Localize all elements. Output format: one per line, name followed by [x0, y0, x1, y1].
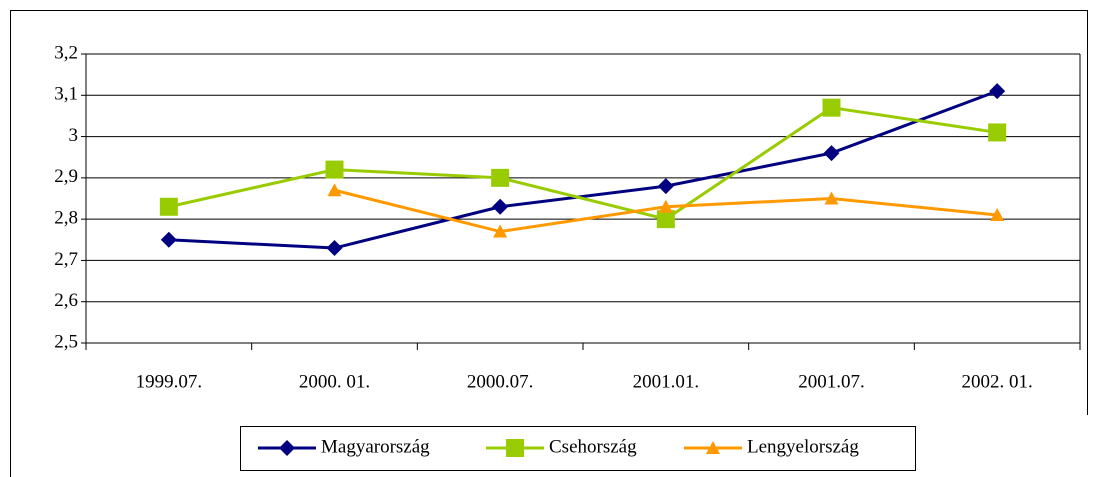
- marker: [491, 168, 510, 187]
- marker: [990, 208, 1005, 222]
- marker: [656, 210, 675, 229]
- marker: [492, 198, 509, 215]
- series-line: [168, 89, 998, 250]
- legend-box: [240, 426, 916, 471]
- marker: [657, 178, 674, 195]
- marker: [493, 224, 508, 238]
- marker: [658, 199, 673, 213]
- x-tick-label: 2002. 01.: [962, 371, 1033, 392]
- y-tick-label: 2,9: [54, 166, 78, 187]
- marker: [159, 197, 178, 216]
- marker: [824, 191, 839, 205]
- marker: [506, 439, 524, 457]
- y-tick-label: 3,1: [54, 84, 78, 105]
- marker: [823, 145, 840, 162]
- chart-frame: [10, 10, 1088, 477]
- marker: [160, 231, 177, 248]
- y-tick-label: 3: [69, 125, 79, 146]
- marker: [989, 83, 1006, 100]
- marker: [327, 183, 342, 197]
- legend-label: Magyarország: [321, 436, 430, 457]
- legend-label: Lengyelország: [747, 436, 859, 457]
- marker: [988, 123, 1007, 142]
- y-tick-label: 3,2: [54, 42, 78, 63]
- y-tick-label: 2,8: [54, 208, 78, 229]
- marker: [326, 240, 343, 257]
- marker: [325, 160, 344, 179]
- x-tick-label: 2001.01.: [633, 371, 700, 392]
- y-tick-label: 2,7: [54, 249, 78, 270]
- marker: [822, 98, 841, 117]
- y-tick-label: 2,5: [54, 331, 78, 352]
- series-line: [168, 106, 998, 221]
- legend-label: Csehország: [549, 436, 637, 457]
- marker: [279, 440, 295, 456]
- x-tick-label: 2000.07.: [467, 371, 534, 392]
- marker: [706, 441, 720, 454]
- x-tick-label: 1999.07.: [136, 371, 203, 392]
- x-tick-label: 2000. 01.: [299, 371, 370, 392]
- y-tick-label: 2,6: [54, 290, 78, 311]
- x-tick-label: 2001.07.: [798, 371, 865, 392]
